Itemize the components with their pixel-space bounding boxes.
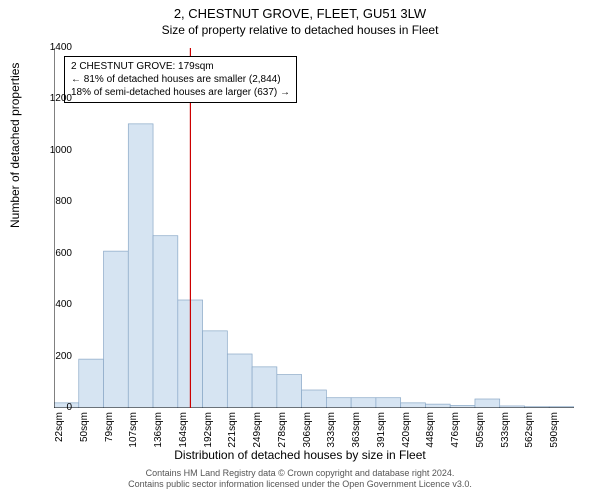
x-tick-label: 476sqm <box>450 412 461 452</box>
histogram-bar <box>104 251 129 408</box>
histogram-bar <box>326 398 351 408</box>
info-line-1: 2 CHESTNUT GROVE: 179sqm <box>71 60 290 73</box>
info-line-2: ← 81% of detached houses are smaller (2,… <box>71 73 290 86</box>
x-tick-label: 420sqm <box>401 412 412 452</box>
x-tick-label: 306sqm <box>302 412 313 452</box>
y-tick-label: 800 <box>55 196 72 207</box>
x-tick-label: 22sqm <box>54 412 65 452</box>
x-tick-label: 107sqm <box>128 412 139 452</box>
histogram-bar <box>128 124 153 408</box>
x-tick-label: 164sqm <box>178 412 189 452</box>
chart-title: 2, CHESTNUT GROVE, FLEET, GU51 3LW <box>0 6 600 21</box>
y-tick-label: 1400 <box>50 42 72 53</box>
chart-subtitle: Size of property relative to detached ho… <box>0 23 600 37</box>
x-tick-label: 533sqm <box>500 412 511 452</box>
x-tick-label: 590sqm <box>549 412 560 452</box>
y-tick-label: 0 <box>66 402 72 413</box>
title-block: 2, CHESTNUT GROVE, FLEET, GU51 3LW Size … <box>0 0 600 37</box>
y-tick-label: 200 <box>55 351 72 362</box>
y-tick-label: 600 <box>55 248 72 259</box>
y-tick-label: 1200 <box>50 93 72 104</box>
histogram-bar <box>351 398 376 408</box>
histogram-bar <box>153 236 178 408</box>
histogram-bar <box>401 403 426 408</box>
histogram-bar <box>376 398 401 408</box>
footer-attribution: Contains HM Land Registry data © Crown c… <box>0 468 600 490</box>
x-tick-label: 136sqm <box>153 412 164 452</box>
x-tick-label: 505sqm <box>475 412 486 452</box>
x-tick-label: 221sqm <box>227 412 238 452</box>
x-tick-label: 249sqm <box>252 412 263 452</box>
y-tick-label: 400 <box>55 299 72 310</box>
x-tick-label: 363sqm <box>351 412 362 452</box>
footer-line-2: Contains public sector information licen… <box>0 479 600 490</box>
x-tick-label: 391sqm <box>376 412 387 452</box>
footer-line-1: Contains HM Land Registry data © Crown c… <box>0 468 600 479</box>
x-tick-label: 79sqm <box>104 412 115 452</box>
histogram-bar <box>425 404 450 408</box>
info-line-3: 18% of semi-detached houses are larger (… <box>71 86 290 99</box>
histogram-bar <box>252 367 277 408</box>
y-axis-label: Number of detached properties <box>8 63 22 228</box>
x-tick-label: 562sqm <box>524 412 535 452</box>
chart-container: 2, CHESTNUT GROVE, FLEET, GU51 3LW Size … <box>0 0 600 500</box>
histogram-bar <box>203 331 228 408</box>
histogram-bar <box>302 390 327 408</box>
x-tick-label: 50sqm <box>79 412 90 452</box>
x-tick-label: 448sqm <box>425 412 436 452</box>
histogram-bar <box>227 354 252 408</box>
x-tick-label: 192sqm <box>203 412 214 452</box>
x-axis-label: Distribution of detached houses by size … <box>0 448 600 462</box>
histogram-bar <box>475 399 500 408</box>
histogram-bar <box>277 375 302 408</box>
x-tick-label: 278sqm <box>277 412 288 452</box>
histogram-bar <box>79 359 104 408</box>
y-tick-label: 1000 <box>50 145 72 156</box>
x-tick-label: 333sqm <box>326 412 337 452</box>
info-box: 2 CHESTNUT GROVE: 179sqm ← 81% of detach… <box>64 56 297 103</box>
